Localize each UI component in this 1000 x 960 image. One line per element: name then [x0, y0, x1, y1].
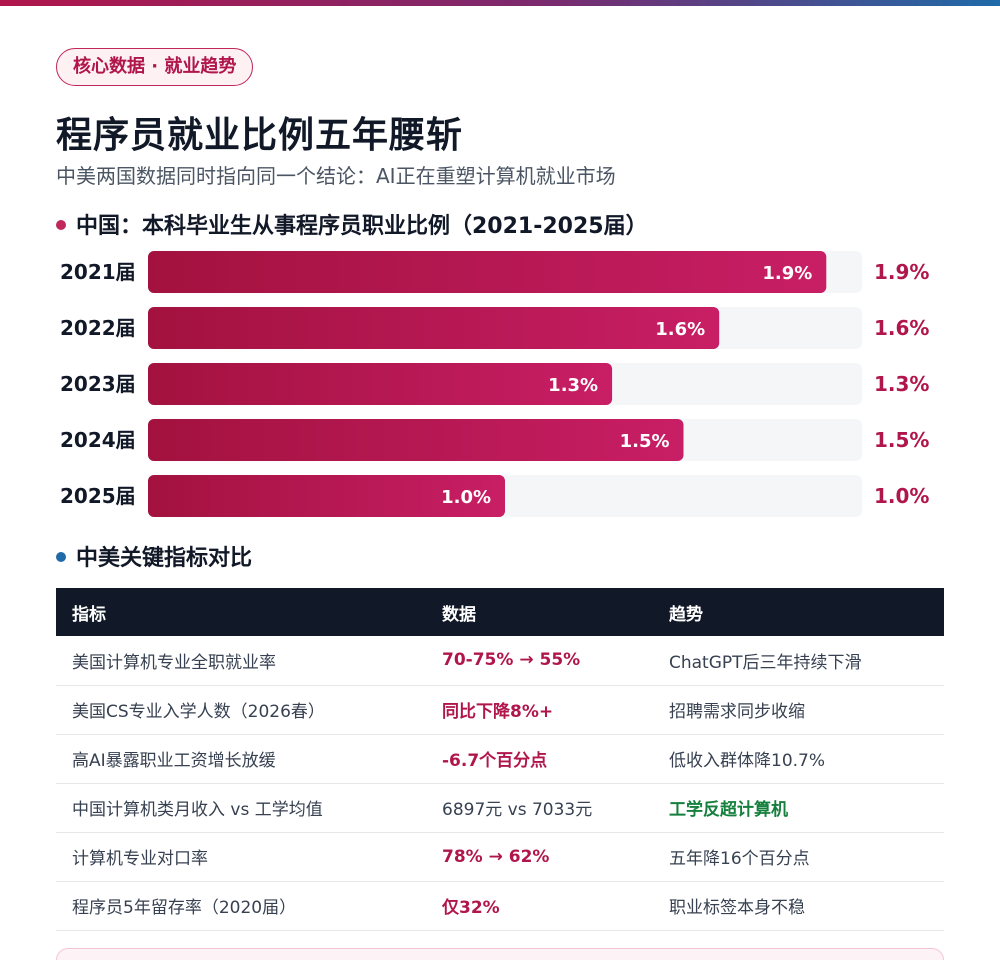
bar-category-label: 2021届 — [60, 260, 136, 284]
table-cell: 工学反超计算机 — [653, 783, 944, 833]
bar — [148, 475, 505, 517]
bar-category-label: 2023届 — [60, 372, 136, 396]
section-dot-icon — [56, 552, 66, 562]
table-row: 程序员5年留存率（2020届） 仅32% 职业标签本身不稳 — [56, 881, 944, 931]
table-cell: 仅32% — [426, 881, 653, 931]
table-cell: 高AI暴露职业工资增长放缓 — [56, 734, 426, 784]
section-heading-china: 中国：本科毕业生从事程序员职业比例（2021-2025届） — [56, 208, 648, 240]
bar — [148, 251, 827, 293]
table-header-cell: 指标 — [56, 588, 426, 636]
bar-value-side-label: 1.0% — [874, 484, 929, 508]
table-row: 美国计算机专业全职就业率 70-75% → 55% ChatGPT后三年持续下滑 — [56, 636, 944, 686]
bar-value-side-label: 1.3% — [874, 372, 929, 396]
page-title: 程序员就业比例五年腰斩 — [56, 115, 464, 156]
table-cell: 同比下降8%+ — [426, 685, 653, 735]
table-row: 计算机专业对口率 78% → 62% 五年降16个百分点 — [56, 832, 944, 882]
bar-category-label: 2022届 — [60, 316, 136, 340]
table-cell: ChatGPT后三年持续下滑 — [653, 636, 944, 686]
bar-value-side-label: 1.6% — [874, 316, 929, 340]
bar — [148, 419, 684, 461]
bar-category-label: 2024届 — [60, 428, 136, 452]
top-accent-bar — [0, 0, 1000, 6]
table-header-cell: 趋势 — [653, 588, 944, 636]
table-cell: 中国计算机类月收入 vs 工学均值 — [56, 783, 426, 833]
bar — [148, 307, 720, 349]
section-heading-comparison: 中美关键指标对比 — [56, 540, 252, 572]
table-row: 高AI暴露职业工资增长放缓 -6.7个百分点 低收入群体降10.7% — [56, 734, 944, 784]
bar-category-label: 2025届 — [60, 484, 136, 508]
table-cell: 程序员5年留存率（2020届） — [56, 881, 426, 931]
table-cell: 五年降16个百分点 — [653, 832, 944, 882]
bar-value-side-label: 1.9% — [874, 260, 929, 284]
section-dot-icon — [56, 220, 66, 230]
table-cell: 计算机专业对口率 — [56, 832, 426, 882]
table-cell: 美国计算机专业全职就业率 — [56, 636, 426, 686]
table-cell: 70-75% → 55% — [426, 636, 653, 686]
table-header-cell: 数据 — [426, 588, 653, 636]
table-cell: 6897元 vs 7033元 — [426, 783, 653, 833]
page-subtitle: 中美两国数据同时指向同一个结论：AI正在重塑计算机就业市场 — [56, 164, 616, 188]
section-title: 中国：本科毕业生从事程序员职业比例（2021-2025届） — [76, 214, 648, 239]
bar-value-label: 1.3% — [548, 375, 598, 396]
table-cell: 美国CS专业入学人数（2026春） — [56, 685, 426, 735]
bar-value-label: 1.5% — [620, 431, 670, 452]
table-header-row: 指标 数据 趋势 — [56, 588, 944, 636]
category-tag: 核心数据 · 就业趋势 — [56, 48, 254, 86]
bar — [148, 363, 613, 405]
bar-chart: 2021届 1.9% 1.9% 2022届 1.6% 1.6% 2023届 1.3% 1.3% 2… — [60, 251, 929, 517]
bar-value-label: 1.6% — [655, 319, 705, 340]
bar-value-label: 1.9% — [762, 263, 812, 284]
table-row: 美国CS专业入学人数（2026春） 同比下降8%+ 招聘需求同步收缩 — [56, 685, 944, 735]
bottom-note-card — [56, 948, 944, 960]
bar-value-label: 1.0% — [441, 487, 491, 508]
table-cell: 78% → 62% — [426, 832, 653, 882]
section-title: 中美关键指标对比 — [76, 546, 253, 571]
bar-value-side-label: 1.5% — [874, 428, 929, 452]
table-cell: -6.7个百分点 — [426, 734, 653, 784]
table-cell: 低收入群体降10.7% — [653, 734, 944, 784]
table-cell: 职业标签本身不稳 — [653, 881, 944, 931]
table-cell: 招聘需求同步收缩 — [653, 685, 944, 735]
table-row: 中国计算机类月收入 vs 工学均值 6897元 vs 7033元 工学反超计算机 — [56, 783, 944, 833]
comparison-table: 指标 数据 趋势 美国计算机专业全职就业率 70-75% → 55% ChatGPT… — [56, 588, 944, 931]
